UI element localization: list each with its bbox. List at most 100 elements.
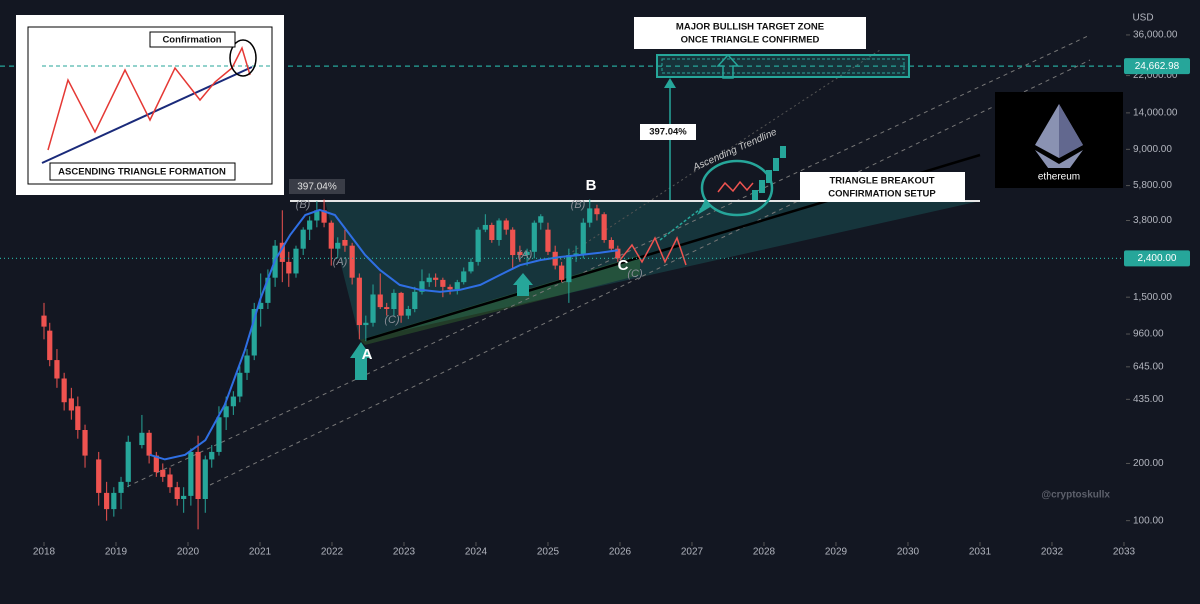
candle-body [461, 271, 467, 283]
candles [41, 199, 621, 530]
candle-body [545, 229, 551, 252]
inset-price [47, 45, 251, 151]
candle-body [433, 277, 439, 280]
y-tick-label: 22,000.00 [1133, 70, 1178, 81]
candle-body [559, 265, 565, 280]
projection-path [619, 236, 687, 266]
candle-body [489, 224, 495, 240]
point-label: A [362, 346, 373, 363]
y-tick-label: 960.00 [1133, 329, 1164, 340]
candle-body [573, 253, 579, 256]
x-tick-label: 2031 [969, 547, 992, 558]
candle-body [293, 248, 299, 274]
wave-label: (C) [384, 314, 400, 326]
candle-body [188, 451, 194, 496]
candle-body [286, 261, 292, 274]
candle-body [447, 286, 453, 290]
candle-body [412, 291, 418, 309]
grid: 2018 2019 2020 2021 2022 2023 2024 2025 2026 2027… [33, 30, 1178, 558]
candle-body [524, 251, 530, 256]
y-tick-label: 14,000.00 [1133, 108, 1178, 119]
target-label: ONCE TRIANGLE CONFIRMED [681, 35, 820, 46]
price-lines: 24,662.98 2,400.00 [0, 58, 1190, 267]
candle-body [82, 429, 88, 456]
candle-body [454, 282, 460, 290]
candle-body [482, 224, 488, 230]
y-tick-label: 9,000.00 [1133, 144, 1172, 155]
candle-body [363, 322, 369, 326]
candle-body [391, 292, 397, 309]
wave-label: (B) [571, 199, 586, 211]
candle-body [68, 398, 74, 411]
candle-body [321, 210, 327, 223]
candle-body [139, 432, 145, 446]
wave-label: (B) [296, 199, 311, 211]
candle-body [503, 220, 509, 230]
price-label-box [1124, 250, 1190, 267]
candle-body [580, 222, 586, 256]
candle-body [41, 315, 47, 327]
x-tick-label: 2023 [393, 547, 416, 558]
candle-body [587, 208, 593, 223]
triangle-zone [325, 201, 980, 340]
wave-label: (A) [333, 256, 348, 268]
candle-body [61, 378, 67, 403]
candle-body [104, 492, 110, 510]
candle-body [174, 487, 180, 500]
candle-body [314, 210, 320, 221]
wave-label: (C) [627, 268, 643, 280]
wave-label: (A) [518, 249, 533, 261]
x-tick-label: 2032 [1041, 547, 1064, 558]
candle-body [244, 355, 250, 373]
arrow-up [513, 273, 533, 296]
price-label: 2,400.00 [1138, 253, 1177, 264]
candle-body [160, 469, 166, 477]
candle-body [202, 459, 208, 500]
inset-circle [229, 39, 257, 77]
candle-body [510, 229, 516, 256]
price-label: 24,662.98 [1135, 61, 1180, 72]
candle-body [349, 245, 355, 278]
label-box [289, 179, 345, 194]
arrow-line [659, 206, 704, 241]
y-tick-label: 36,000.00 [1133, 30, 1178, 41]
candle-body [377, 294, 383, 308]
candle-body [440, 279, 446, 287]
point-label: B [586, 177, 597, 194]
candle-body [538, 216, 544, 223]
inset-box [149, 31, 236, 48]
x-tick-label: 2025 [537, 547, 560, 558]
inset-box [49, 162, 236, 181]
candle-body [531, 222, 537, 252]
y-tick-label: 435.00 [1133, 394, 1164, 405]
candle-body [265, 277, 271, 303]
moving-average [149, 208, 618, 461]
candle-body [384, 307, 390, 309]
candle-body [356, 277, 362, 326]
candle-body [195, 451, 201, 500]
candle-body [496, 220, 502, 240]
label-box [634, 17, 866, 49]
label-box [800, 172, 965, 202]
candle-body [258, 302, 264, 309]
currency-label: USD [1132, 13, 1153, 24]
y-tick-label: 1,500.00 [1133, 292, 1172, 303]
candle-body [419, 281, 425, 292]
percent-label: 397.04% [649, 127, 687, 138]
candle-body [146, 432, 152, 456]
candle-body [342, 239, 348, 246]
candle-body [335, 242, 341, 249]
arrow [664, 78, 676, 88]
candle-body [223, 406, 229, 418]
candle-body [118, 481, 124, 493]
candle-body [405, 308, 411, 316]
x-tick-label: 2018 [33, 547, 56, 558]
logo-text-bg [1020, 168, 1098, 184]
x-tick-label: 2019 [105, 547, 128, 558]
logo-shape [1059, 104, 1083, 158]
candle-body [300, 229, 306, 249]
x-tick-label: 2027 [681, 547, 704, 558]
x-tick-label: 2022 [321, 547, 344, 558]
candle-body [370, 294, 376, 323]
candle-body [181, 495, 187, 500]
